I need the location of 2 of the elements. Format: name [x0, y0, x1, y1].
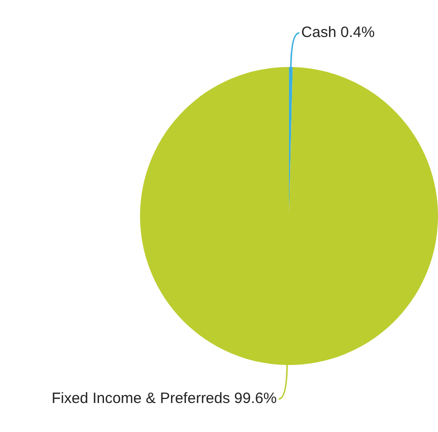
slice-label: Fixed Income & Preferreds 99.6%: [52, 390, 277, 408]
slice-label: Cash 0.4%: [301, 24, 375, 42]
